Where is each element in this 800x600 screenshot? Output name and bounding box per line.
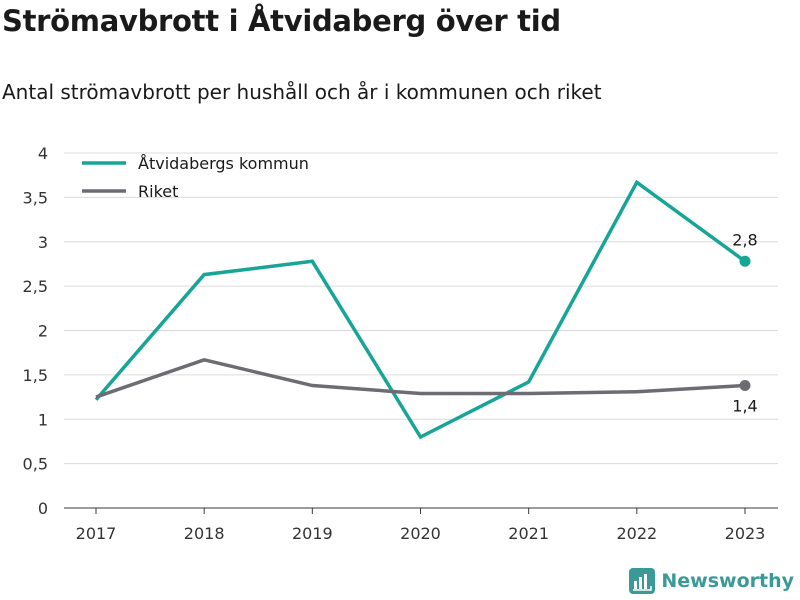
y-tick-label: 1: [38, 410, 48, 429]
y-tick-label: 1,5: [23, 366, 48, 385]
y-tick-label: 3: [38, 233, 48, 252]
chart-title: Strömavbrott i Åtvidaberg över tid: [2, 4, 561, 38]
x-tick-label: 2023: [725, 524, 766, 543]
y-tick-label: 4: [38, 144, 48, 163]
brand-name: Newsworthy: [661, 570, 794, 592]
y-tick-label: 3,5: [23, 188, 48, 207]
end-value-label-2: 1,4: [732, 397, 757, 416]
chart-subtitle: Antal strömavbrott per hushåll och år i …: [2, 80, 602, 104]
x-tick-label: 2022: [616, 524, 657, 543]
x-tick-label: 2019: [292, 524, 333, 543]
series-line-1: [94, 179, 747, 440]
x-tick-label: 2018: [184, 524, 225, 543]
series-line-2: [95, 357, 746, 399]
y-tick-label: 2: [38, 322, 48, 341]
y-tick-label: 0: [38, 499, 48, 518]
legend-label: Åtvidabergs kommun: [138, 154, 309, 173]
y-tick-label: 2,5: [23, 277, 48, 296]
brand-logo: Newsworthy: [629, 568, 794, 594]
series-end-point-1: [739, 255, 751, 267]
x-tick-label: 2017: [76, 524, 117, 543]
series-lines: [94, 179, 751, 440]
y-axis-ticks: 0 0,5 1 1,5 2 2,5 3 3,5 4: [23, 144, 48, 518]
end-value-labels: 2,8 1,4: [732, 230, 757, 415]
x-tick-label: 2020: [400, 524, 441, 543]
y-tick-label: 0,5: [23, 455, 48, 474]
legend: Åtvidabergs kommun Riket: [82, 154, 309, 201]
series-end-point-2: [739, 380, 751, 392]
legend-label: Riket: [138, 182, 178, 201]
x-axis-ticks: 2017 2018 2019 2020 2021 2022 2023: [76, 508, 766, 543]
end-value-label-1: 2,8: [732, 230, 757, 249]
newsworthy-logo-icon: [629, 568, 656, 594]
x-tick-label: 2021: [508, 524, 549, 543]
